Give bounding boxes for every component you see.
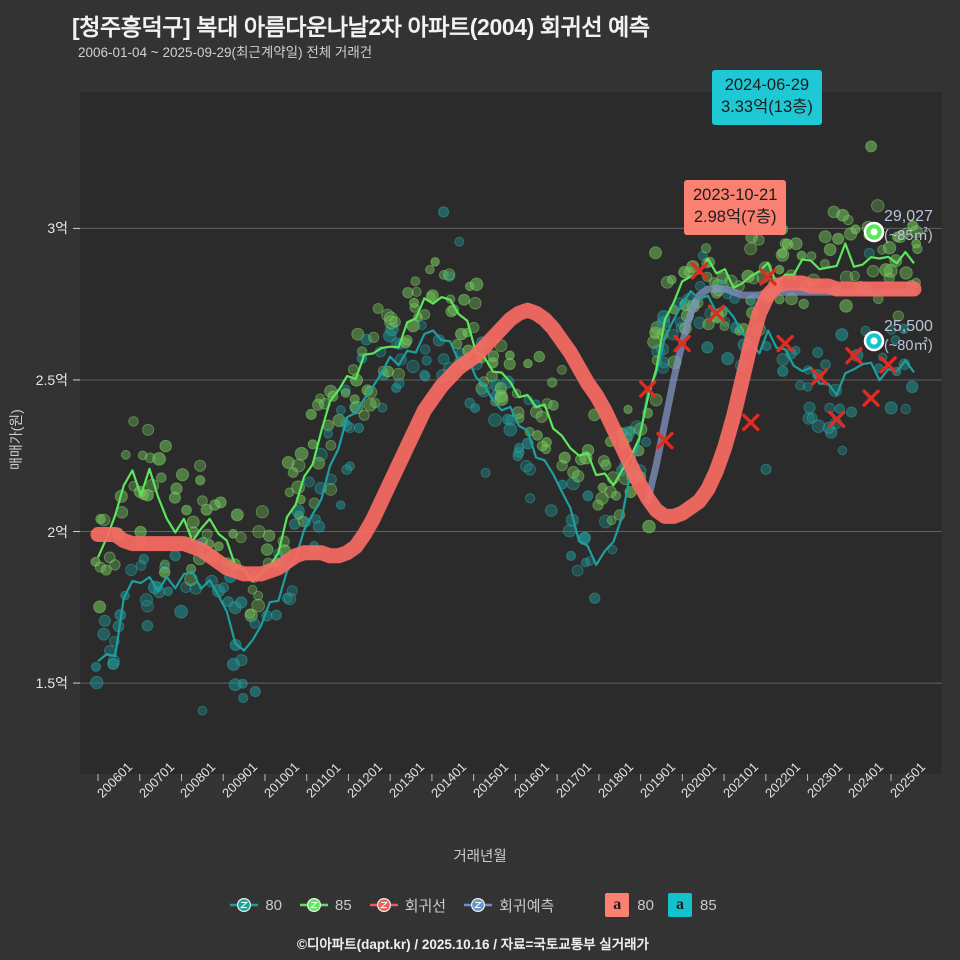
legend-badge-label: 85 — [699, 896, 717, 914]
footer: ©디아파트(dapt.kr) / 2025.10.16 / 자료=국토교통부 실… — [0, 933, 960, 953]
legend-marker-icon — [464, 897, 493, 913]
gridlines-layer — [73, 227, 942, 684]
legend-marker-icon — [230, 897, 259, 913]
peak-85-callout-price: 3.33억(13층) — [721, 97, 813, 116]
legend-item-85[interactable]: 85 — [299, 895, 352, 915]
legend-badge-85[interactable]: a 85 — [667, 893, 717, 917]
legend-item-회귀선[interactable]: 회귀선 — [369, 895, 446, 916]
endpoint-80-area: (~80㎡) — [884, 338, 933, 355]
annotation-badge-icon: a — [667, 893, 692, 917]
endpoint-85: 29,027 (~85㎡) — [884, 206, 933, 246]
legend-label: 85 — [335, 896, 352, 914]
y-tick-label: 2.5억 — [35, 371, 68, 388]
page-title: [청주흥덕구] 복대 아름다운나날2차 아파트(2004) 회귀선 예측 — [72, 14, 650, 40]
legend-badge-label: 80 — [637, 896, 654, 914]
endpoint-85-value: 29,027 — [884, 208, 933, 225]
scatter-layer — [90, 140, 923, 716]
outlier-markers-layer — [639, 262, 897, 450]
endpoint-dots-layer — [863, 221, 885, 352]
peak-85-callout: 2024-06-29 3.33억(13층) — [712, 70, 822, 125]
y-tick-label: 2억 — [47, 523, 68, 540]
y-tick-label: 1.5억 — [35, 675, 68, 692]
peak-80-callout: 2023-10-21 2.98억(7층) — [684, 180, 787, 235]
endpoint-80: 25,500 (~80㎡) — [884, 316, 933, 356]
x-axis-title: 거래년월 — [453, 849, 507, 865]
legend-badge-80[interactable]: a 80 — [605, 893, 654, 917]
x-ticks-layer — [97, 774, 892, 781]
legend-label: 80 — [265, 896, 282, 914]
series-lines-layer — [90, 242, 922, 663]
legend-marker-icon — [369, 897, 398, 913]
legend-item-80[interactable]: 80 — [229, 895, 282, 915]
legend-label: 회귀예측 — [499, 897, 555, 915]
footer-text: ©디아파트(dapt.kr) / 2025.10.16 / 자료=국토교통부 실… — [297, 937, 649, 952]
legend-label: 회귀선 — [404, 897, 447, 915]
page-subtitle: 2006-01-04 ~ 2025-09-29(최근계약일) 전체 거래건 — [78, 45, 373, 60]
endpoint-80-value: 25,500 — [884, 318, 933, 335]
y-tick-label: 3억 — [47, 220, 68, 237]
peak-85-callout-date: 2024-06-29 — [724, 76, 810, 94]
legend-marker-icon — [300, 897, 328, 913]
peak-80-callout-price: 2.98억(7층) — [693, 207, 777, 226]
endpoint-85-area: (~85㎡) — [884, 228, 933, 245]
legend-item-회귀예측[interactable]: 회귀예측 — [463, 895, 554, 916]
chart-legend: 80 85 회귀선 회귀예측 a 80 a 85 — [0, 893, 960, 917]
annotation-badge-icon: a — [605, 893, 630, 917]
peak-80-callout-date: 2023-10-21 — [693, 186, 778, 204]
